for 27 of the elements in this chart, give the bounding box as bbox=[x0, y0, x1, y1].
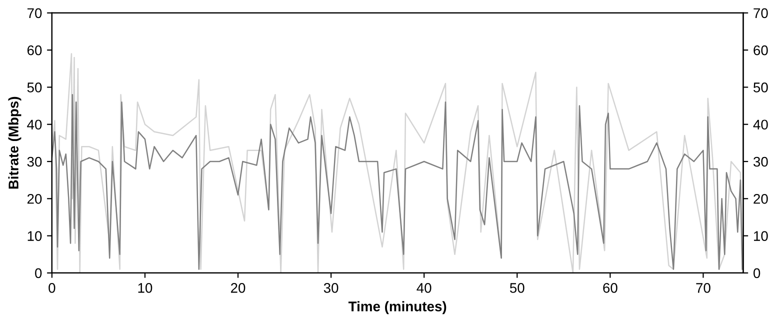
y-tick-label: 0 bbox=[35, 268, 42, 278]
y2-tick-label: 20 bbox=[754, 194, 768, 204]
x-tick-label: 10 bbox=[138, 283, 152, 293]
y2-tick-label: 60 bbox=[754, 45, 768, 56]
x-tick-label: 60 bbox=[603, 283, 618, 293]
y-tick-label: 70 bbox=[27, 8, 42, 18]
y2-tick-label: 0 bbox=[753, 268, 760, 278]
x-tick-label: 70 bbox=[696, 283, 710, 293]
y-tick-label: 20 bbox=[27, 194, 42, 204]
x-tick-label: 50 bbox=[510, 283, 524, 293]
x-tick-label: 40 bbox=[416, 283, 432, 293]
y2-tick-label: 50 bbox=[754, 82, 768, 92]
y-tick-label: 40 bbox=[27, 120, 42, 130]
y2-tick-label: 70 bbox=[754, 8, 768, 18]
y2-tick-label: 10 bbox=[754, 231, 768, 241]
y2-tick-label: 30 bbox=[753, 156, 768, 167]
y-tick-label: 30 bbox=[27, 156, 42, 167]
y-axis-title: Bitrate (Mbps) bbox=[8, 96, 22, 189]
x-tick-label: 0 bbox=[48, 283, 56, 293]
y-tick-label: 60 bbox=[27, 45, 42, 56]
y-tick-label: 10 bbox=[28, 231, 42, 241]
line-series bbox=[52, 94, 743, 270]
x-tick-label: 30 bbox=[324, 283, 338, 293]
y2-tick-label: 40 bbox=[753, 120, 768, 130]
x-axis-title: Time (minutes) bbox=[348, 301, 446, 314]
y-tick-label: 50 bbox=[27, 82, 42, 92]
x-tick-label: 20 bbox=[230, 283, 246, 293]
